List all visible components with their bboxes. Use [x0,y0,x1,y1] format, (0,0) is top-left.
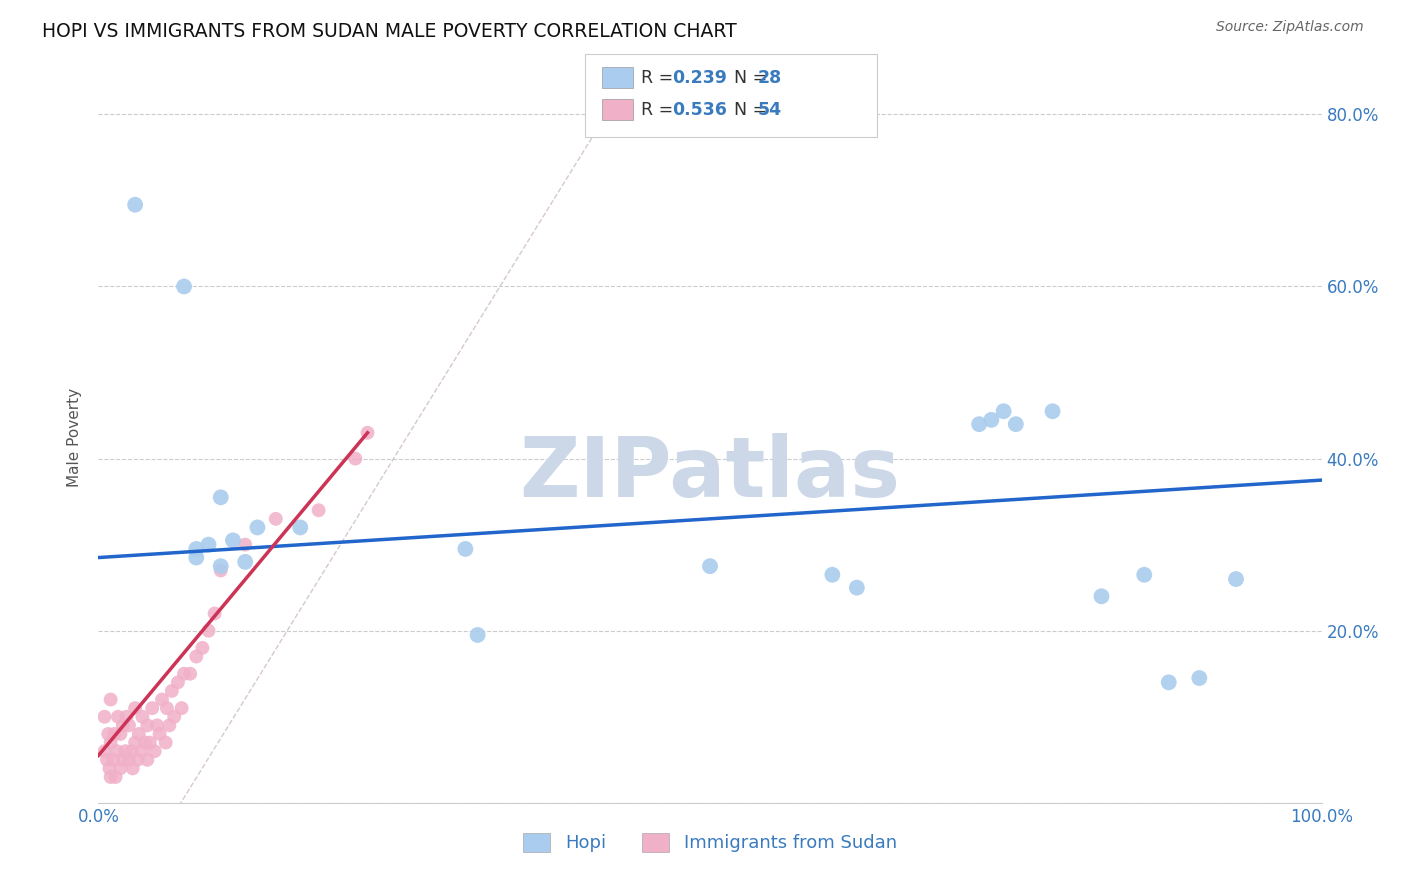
Point [93,744,115,758]
Point [967,417,990,432]
Point [124,198,146,212]
Point [467,628,489,642]
Point [141,701,163,715]
Point [128,727,150,741]
Point [1042,404,1064,418]
Point [101,753,124,767]
Point [96,753,118,767]
Point [150,692,173,706]
Point [139,735,162,749]
Point [120,744,142,758]
Point [233,538,256,552]
Text: HOPI VS IMMIGRANTS FROM SUDAN MALE POVERTY CORRELATION CHART: HOPI VS IMMIGRANTS FROM SUDAN MALE POVER… [42,22,737,41]
Y-axis label: Male Poverty: Male Poverty [67,387,83,487]
Point [155,735,177,749]
Text: 0.239: 0.239 [672,69,727,87]
Text: ZIPatlas: ZIPatlas [520,434,900,514]
Point [186,649,208,664]
Point [186,541,208,556]
Point [246,520,269,534]
Point [173,279,195,293]
Point [167,675,190,690]
Point [197,538,219,552]
Point [124,735,146,749]
Point [149,727,172,741]
Point [222,533,245,548]
Point [121,761,143,775]
Point [100,735,122,749]
Point [160,684,183,698]
Point [127,753,149,767]
Text: N =: N = [723,69,772,87]
Point [131,710,153,724]
Text: 0.536: 0.536 [672,101,727,119]
Point [980,413,1002,427]
Point [1133,567,1156,582]
Point [107,710,129,724]
Point [290,520,312,534]
Point [454,541,477,556]
Point [993,404,1015,418]
Text: Source: ZipAtlas.com: Source: ZipAtlas.com [1216,20,1364,34]
Point [1004,417,1026,432]
Point [97,727,120,741]
Point [1157,675,1180,690]
Point [209,491,232,505]
Point [308,503,330,517]
Point [136,753,159,767]
Point [124,701,146,715]
Point [1090,589,1112,603]
Point [209,564,232,578]
Text: R =: R = [641,69,679,87]
Text: N =: N = [723,101,772,119]
Point [93,710,115,724]
Text: 28: 28 [758,69,782,87]
Point [209,559,232,574]
Point [699,559,721,574]
Point [179,666,201,681]
Point [157,718,180,732]
Point [163,710,186,724]
Point [821,567,844,582]
Point [197,624,219,638]
Point [173,666,195,681]
Point [118,718,141,732]
Point [845,581,868,595]
Point [98,761,121,775]
Point [129,744,152,758]
Point [146,718,169,732]
Point [110,727,132,741]
Point [134,735,156,749]
Point [104,770,127,784]
Point [186,550,208,565]
Point [110,761,132,775]
Point [105,744,128,758]
Point [118,753,141,767]
Point [264,512,287,526]
Point [111,753,134,767]
Point [204,607,226,621]
Point [233,555,256,569]
Point [114,744,136,758]
Text: 54: 54 [758,101,782,119]
Point [1188,671,1211,685]
Point [356,425,378,440]
Point [111,718,134,732]
Point [136,718,159,732]
Point [191,640,214,655]
Point [100,770,122,784]
Point [170,701,193,715]
Point [1225,572,1247,586]
Point [103,727,125,741]
Point [143,744,166,758]
Point [115,710,138,724]
Point [156,701,179,715]
Legend: Hopi, Immigrants from Sudan: Hopi, Immigrants from Sudan [516,826,904,860]
Point [344,451,367,466]
Point [100,692,122,706]
Text: R =: R = [641,101,679,119]
